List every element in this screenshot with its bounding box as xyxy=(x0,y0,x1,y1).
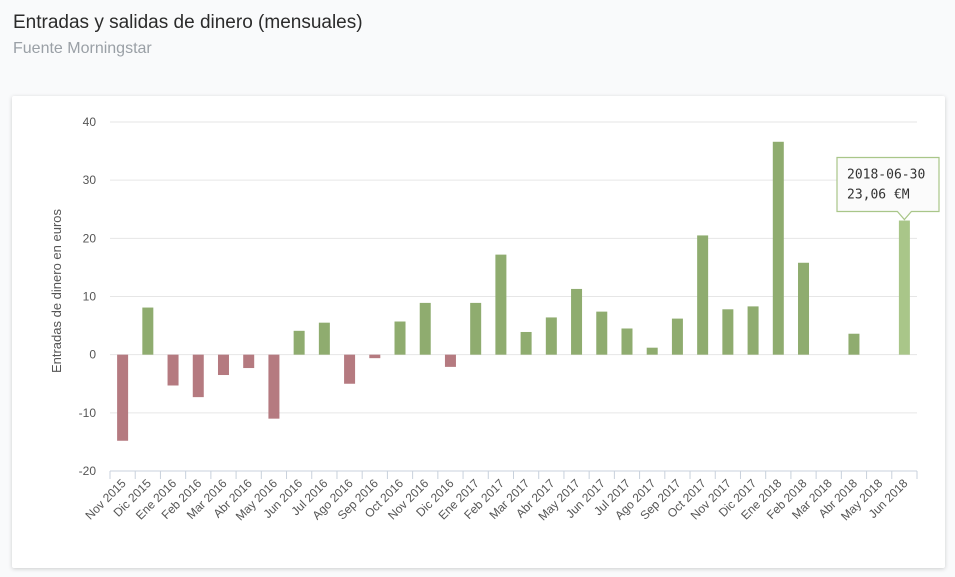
bars xyxy=(117,141,910,441)
bar[interactable] xyxy=(747,306,759,355)
bar[interactable] xyxy=(394,321,406,355)
bar[interactable] xyxy=(671,318,683,355)
bar[interactable] xyxy=(722,309,734,355)
bar[interactable] xyxy=(117,354,129,441)
y-axis-title: Entradas de dinero en euros xyxy=(49,208,64,373)
bar[interactable] xyxy=(848,333,860,355)
bar[interactable] xyxy=(545,317,557,355)
bar[interactable] xyxy=(697,235,709,355)
x-axis xyxy=(109,470,918,479)
bar-chart: -20 -10 0 10 20 30 40 Entradas de dinero en eu… xyxy=(49,115,940,523)
y-axis-ticks: -20 -10 0 10 20 30 40 xyxy=(79,115,97,478)
bar[interactable] xyxy=(520,331,532,355)
y-tick-label: 40 xyxy=(83,115,97,129)
bar[interactable] xyxy=(798,262,810,355)
y-tick-label: 20 xyxy=(83,231,97,245)
tooltip-box xyxy=(836,156,940,221)
chart-subtitle: Fuente Morningstar xyxy=(13,40,152,57)
bar[interactable] xyxy=(293,330,305,355)
y-tick-label: 0 xyxy=(89,348,96,362)
chart-card: -20 -10 0 10 20 30 40 Entradas de dinero en eu… xyxy=(12,96,945,568)
bar[interactable] xyxy=(369,354,381,359)
gridlines xyxy=(110,121,917,472)
bar[interactable] xyxy=(318,322,330,355)
chart-title: Entradas y salidas de dinero (mensuales) xyxy=(13,12,363,33)
bar[interactable] xyxy=(167,354,179,386)
bar[interactable] xyxy=(444,354,456,367)
y-tick-label: 10 xyxy=(83,290,97,304)
tooltip-value: 23,06 €M xyxy=(847,188,910,203)
chart-heading: Entradas y salidas de dinero (mensuales)… xyxy=(13,10,363,60)
bar[interactable] xyxy=(268,354,280,419)
bar[interactable] xyxy=(243,354,255,369)
bar[interactable] xyxy=(898,220,910,355)
bar[interactable] xyxy=(142,307,154,355)
bar[interactable] xyxy=(621,328,633,355)
bar[interactable] xyxy=(772,141,784,355)
y-tick-label: -10 xyxy=(79,406,97,420)
bar[interactable] xyxy=(571,288,583,355)
bar[interactable] xyxy=(596,311,608,355)
bar[interactable] xyxy=(470,302,482,355)
bar[interactable] xyxy=(217,354,229,376)
y-tick-label: -20 xyxy=(79,464,97,478)
y-tick-label: 30 xyxy=(83,173,97,187)
bar[interactable] xyxy=(344,354,356,384)
bar[interactable] xyxy=(495,254,507,355)
tooltip: 2018-06-30 23,06 €M xyxy=(836,156,940,221)
bar[interactable] xyxy=(419,302,431,355)
bar[interactable] xyxy=(192,354,204,398)
tooltip-date: 2018-06-30 xyxy=(847,168,925,183)
bar[interactable] xyxy=(646,347,658,355)
